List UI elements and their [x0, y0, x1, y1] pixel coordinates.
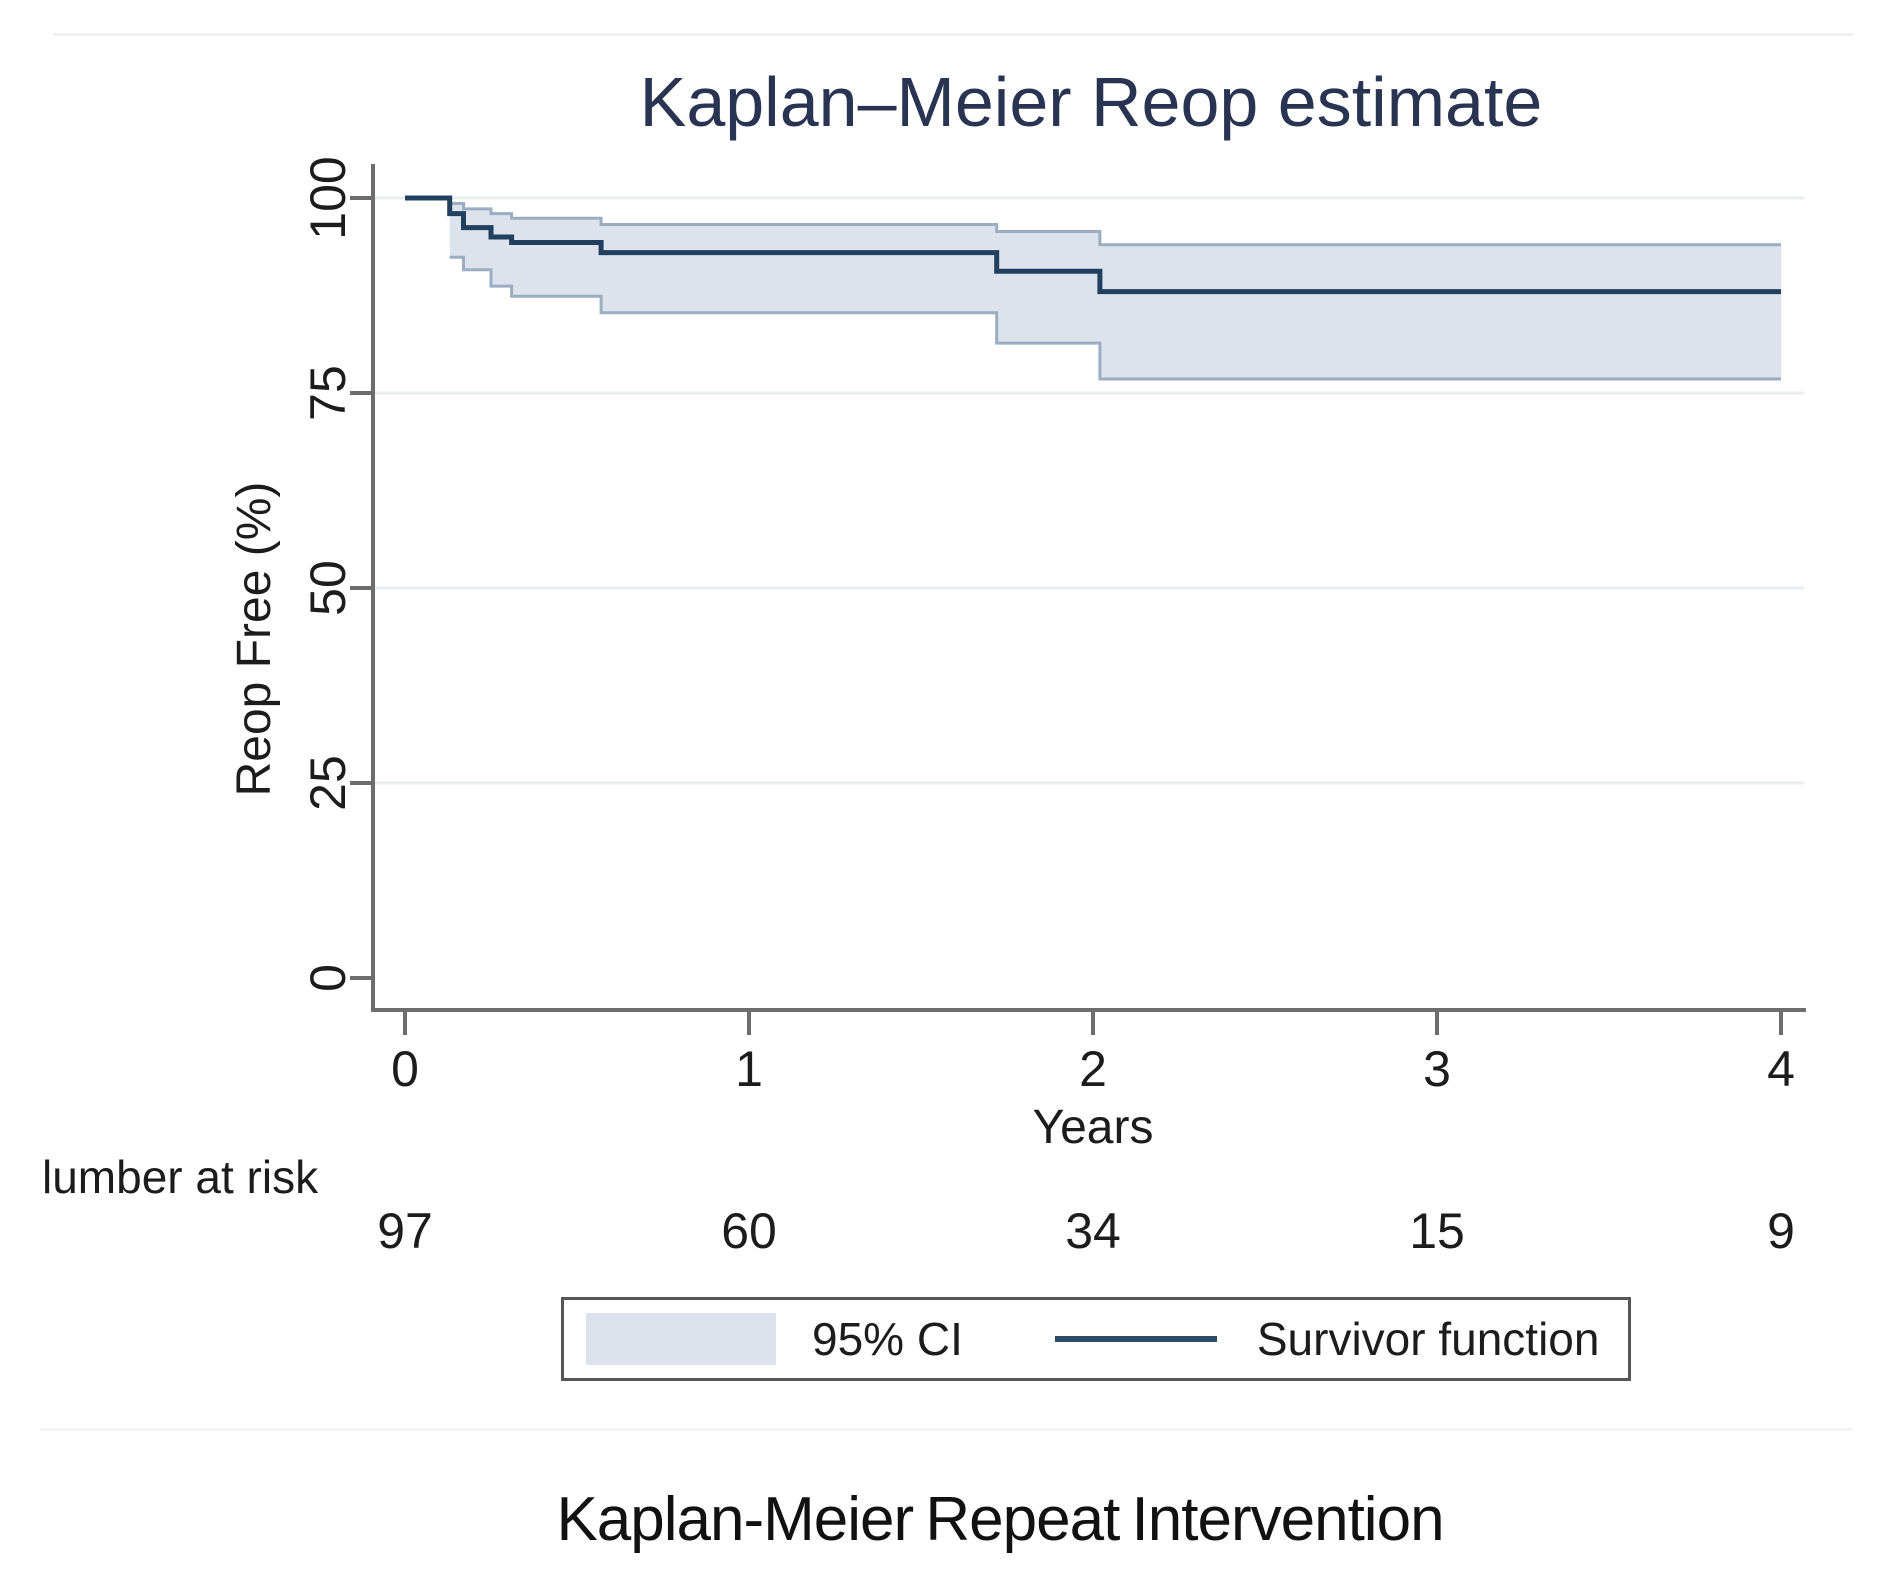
y-tick-label: 100 [300, 156, 356, 240]
ci-upper-edge [449, 202, 1781, 247]
legend-ci-label: 95% CI [812, 1313, 963, 1365]
legend-survivor-line-swatch [1054, 1336, 1217, 1342]
x-tick-label: 4 [1767, 1041, 1795, 1097]
legend-box: 95% CI Survivor function [561, 1297, 1631, 1381]
y-axis-title: Reop Free (%) [228, 481, 281, 797]
x-tick-label: 1 [735, 1041, 763, 1097]
survivor-line [405, 195, 1781, 295]
ci-lower-edge [449, 255, 1781, 381]
number-at-risk-label: lumber at risk [42, 1151, 319, 1203]
chart-title: Kaplan–Meier Reop estimate [639, 63, 1543, 141]
number-at-risk-value: 34 [1065, 1203, 1121, 1259]
x-tick-label: 3 [1423, 1041, 1451, 1097]
figure-caption: Kaplan-Meier Repeat Intervention [556, 1485, 1444, 1554]
y-tick-label: 75 [300, 365, 356, 421]
y-tick-label: 0 [300, 964, 356, 992]
y-tick-label: 50 [300, 560, 356, 616]
number-at-risk-value: 60 [721, 1203, 777, 1259]
y-tick-label: 25 [300, 755, 356, 811]
number-at-risk-value: 15 [1409, 1203, 1465, 1259]
x-tick-label: 2 [1079, 1041, 1107, 1097]
number-at-risk-value: 97 [377, 1203, 433, 1259]
bottom-border-line [40, 1428, 1853, 1431]
legend-ci-swatch [586, 1313, 776, 1365]
number-at-risk-value: 9 [1767, 1203, 1795, 1259]
x-tick-label: 0 [391, 1041, 419, 1097]
legend-survivor-label: Survivor function [1256, 1313, 1600, 1365]
x-axis-title: Years [1032, 1101, 1154, 1154]
top-border-line [53, 33, 1853, 36]
